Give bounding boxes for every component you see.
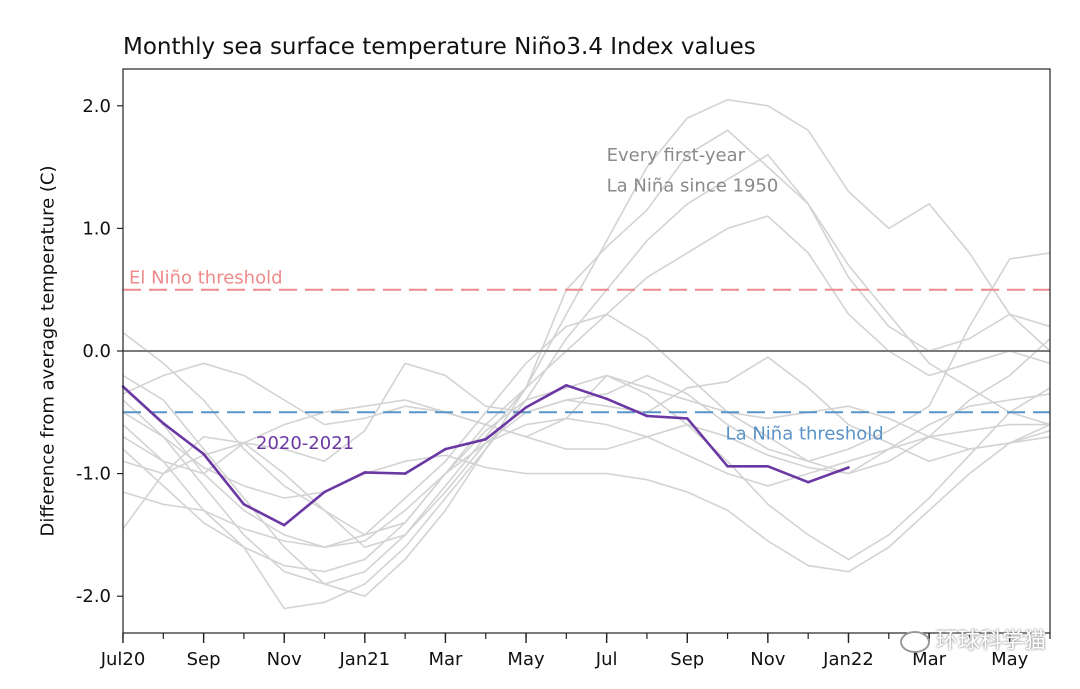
y-tick-label: -1.0 (76, 464, 111, 485)
background-series-line (123, 393, 1050, 475)
series-point (645, 414, 649, 418)
x-tick-label: Jan22 (822, 649, 874, 670)
x-tick-label: Mar (428, 649, 463, 670)
series-point (323, 490, 326, 494)
background-series-line (123, 374, 1050, 573)
series-point (847, 466, 850, 469)
background-label-line2: La Niña since 1950 (607, 176, 779, 197)
x-tick-label: Mar (912, 649, 947, 670)
series-point (162, 422, 165, 425)
y-tick-label: 1.0 (82, 218, 111, 239)
y-tick-label: 0.0 (82, 341, 111, 362)
series-label-2020-2021: 2020-2021 (256, 433, 354, 454)
background-series-line (123, 252, 1050, 475)
background-series-line (123, 153, 1050, 610)
background-label-line1: Every first-year (607, 145, 746, 166)
x-tick-label: Jul (595, 649, 618, 670)
el-nino-threshold-label: El Niño threshold (129, 268, 282, 289)
x-tick-label: Nov (750, 649, 785, 670)
series-point (766, 464, 770, 468)
series-point (726, 464, 729, 468)
series-point (444, 447, 447, 451)
series-point (565, 384, 568, 387)
series-point (484, 437, 488, 441)
series-point (524, 406, 528, 409)
series-point (806, 480, 810, 484)
y-tick-label: -2.0 (76, 586, 111, 607)
background-series-line (123, 356, 1050, 549)
la-nina-threshold-label: La Niña threshold (726, 423, 884, 444)
watermark: 环球科学猫 (899, 623, 1046, 655)
series-point (685, 417, 689, 420)
background-series-line (123, 417, 1050, 549)
x-tick-label: May (991, 649, 1029, 670)
x-tick-label: Jul20 (100, 649, 146, 670)
background-series-line (123, 129, 1050, 536)
x-tick-label: Nov (267, 649, 302, 670)
series-point (202, 452, 205, 456)
chart-title: Monthly sea surface temperature Niño3.4 … (123, 34, 756, 60)
background-series-line (123, 399, 1050, 573)
y-tick-label: 2.0 (82, 96, 111, 117)
background-series-line (123, 313, 1050, 549)
x-tick-label: Sep (187, 649, 221, 670)
x-tick-label: Jan21 (338, 649, 390, 670)
series-point (282, 523, 286, 527)
x-tick-label: May (507, 649, 545, 670)
watermark-text: 环球科学猫 (935, 629, 1046, 654)
series-point (242, 502, 246, 506)
series-point (403, 472, 407, 475)
background-series-line (123, 215, 1050, 585)
series-point (605, 397, 608, 401)
chat-bubble-icon (899, 631, 930, 653)
x-tick-label: Sep (670, 649, 704, 670)
series-point (363, 471, 367, 474)
